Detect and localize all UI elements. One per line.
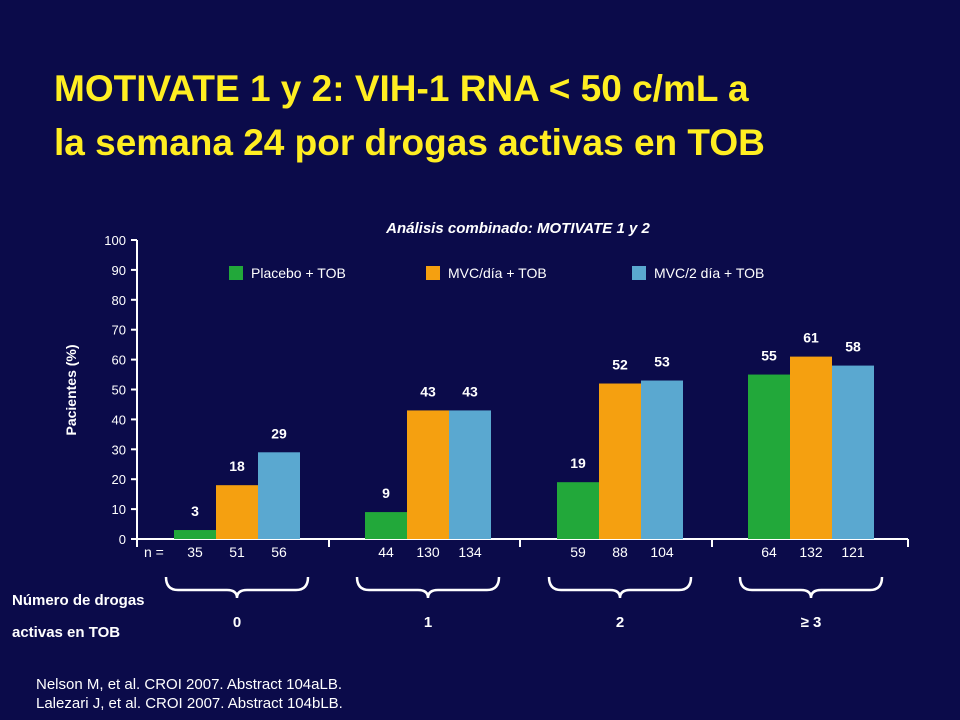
bar-value-label: 3 bbox=[191, 503, 199, 519]
y-tick-label: 100 bbox=[104, 233, 126, 248]
n-label: n = bbox=[144, 544, 164, 560]
chart-legend: Placebo + TOB MVC/día + TOB MVC/2 día + TO… bbox=[229, 265, 764, 281]
group-labels: 0 1 2 ≥ 3 bbox=[164, 576, 884, 631]
bar-value-label: 58 bbox=[845, 339, 861, 355]
bar-value-label: 18 bbox=[229, 458, 245, 474]
y-tick-label: 50 bbox=[112, 383, 126, 398]
bar bbox=[216, 485, 258, 539]
bar bbox=[790, 356, 832, 539]
bar-value-label: 43 bbox=[420, 383, 436, 399]
y-tick-label: 30 bbox=[112, 442, 126, 457]
bar-value-label: 53 bbox=[654, 354, 670, 370]
n-value: 134 bbox=[458, 544, 482, 560]
slide-title: MOTIVATE 1 y 2: VIH-1 RNA < 50 c/mL a la… bbox=[54, 62, 954, 170]
category-label: 1 bbox=[424, 614, 432, 631]
n-row: n = 35 51 56 44 130 134 59 88 104 64 132 121 bbox=[144, 544, 865, 560]
y-tick-label: 90 bbox=[112, 263, 126, 278]
references: Nelson M, et al. CROI 2007. Abstract 104… bbox=[36, 675, 343, 713]
bar bbox=[365, 512, 407, 539]
bar bbox=[599, 383, 641, 539]
bar bbox=[174, 530, 216, 539]
n-value: 35 bbox=[187, 544, 203, 560]
reference-2: Lalezari J, et al. CROI 2007. Abstract 1… bbox=[36, 695, 343, 712]
y-tick-label: 60 bbox=[112, 353, 126, 368]
legend-swatch bbox=[229, 266, 243, 280]
n-value: 130 bbox=[416, 544, 440, 560]
reference-1: Nelson M, et al. CROI 2007. Abstract 104… bbox=[36, 676, 342, 693]
legend-label: Placebo + TOB bbox=[251, 265, 346, 281]
n-value: 132 bbox=[799, 544, 823, 560]
group-brace bbox=[164, 576, 310, 599]
n-value: 104 bbox=[650, 544, 674, 560]
group-brace bbox=[547, 576, 693, 599]
y-tick-label: 0 bbox=[119, 532, 126, 547]
bar-value-label: 19 bbox=[570, 455, 586, 471]
category-label: 0 bbox=[233, 614, 241, 631]
bar bbox=[449, 410, 491, 539]
x-axis-label-line-2: activas en TOB bbox=[12, 624, 120, 641]
bar bbox=[407, 410, 449, 539]
bar-value-label: 29 bbox=[271, 425, 287, 441]
y-tick-label: 80 bbox=[112, 293, 126, 308]
n-value: 44 bbox=[378, 544, 394, 560]
bar-value-label: 55 bbox=[761, 348, 777, 364]
legend-swatch bbox=[632, 266, 646, 280]
y-tick-label: 70 bbox=[112, 323, 126, 338]
bar-value-label: 61 bbox=[803, 330, 819, 346]
n-value: 59 bbox=[570, 544, 586, 560]
legend-label: MVC/día + TOB bbox=[448, 265, 547, 281]
bar bbox=[641, 380, 683, 539]
chart-axes: 0 10 20 30 40 50 60 70 80 90 100 bbox=[104, 233, 909, 547]
n-value: 64 bbox=[761, 544, 777, 560]
n-value: 88 bbox=[612, 544, 628, 560]
bar-value-label: 52 bbox=[612, 357, 628, 373]
bar-value-label: 9 bbox=[382, 485, 390, 501]
bar-value-label: 43 bbox=[462, 383, 478, 399]
y-axis-label: Pacientes (%) bbox=[63, 344, 79, 435]
bar bbox=[748, 374, 790, 539]
bar bbox=[258, 452, 300, 539]
group-brace bbox=[738, 576, 884, 599]
bar bbox=[832, 365, 874, 539]
slide-title-line-2: la semana 24 por drogas activas en TOB bbox=[54, 122, 765, 163]
category-label: 2 bbox=[616, 614, 624, 631]
y-tick-label: 20 bbox=[112, 472, 126, 487]
n-value: 51 bbox=[229, 544, 245, 560]
slide-title-line-1: MOTIVATE 1 y 2: VIH-1 RNA < 50 c/mL a bbox=[54, 68, 749, 109]
legend-label: MVC/2 día + TOB bbox=[654, 265, 764, 281]
n-value: 121 bbox=[841, 544, 865, 560]
legend-swatch bbox=[426, 266, 440, 280]
category-label: ≥ 3 bbox=[801, 614, 822, 631]
chart-bars: 3 18 29 9 43 43 19 52 53 55 61 58 bbox=[174, 330, 874, 539]
bar bbox=[557, 482, 599, 539]
group-brace bbox=[355, 576, 501, 599]
x-axis-label-line-1: Número de drogas bbox=[12, 592, 145, 609]
n-value: 56 bbox=[271, 544, 287, 560]
chart-title: Análisis combinado: MOTIVATE 1 y 2 bbox=[385, 220, 650, 237]
y-tick-label: 10 bbox=[112, 502, 126, 517]
y-tick-label: 40 bbox=[112, 412, 126, 427]
